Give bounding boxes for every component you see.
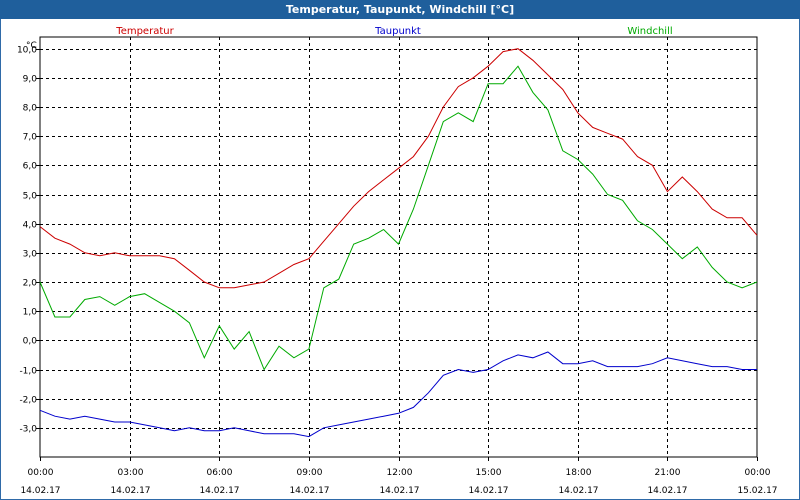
y-tick-label: -1,0	[19, 367, 37, 377]
y-tick-label: 4,0	[23, 221, 38, 231]
axes	[36, 36, 758, 461]
legend-entry-temperatur: Temperatur	[115, 26, 174, 37]
plot-border	[39, 36, 758, 458]
chart-title: Temperatur, Taupunkt, Windchill [°C]	[0, 0, 800, 19]
y-tick-label: -3,0	[19, 425, 37, 435]
series-lines	[39, 48, 758, 438]
x-tick-date: 14.02.17	[199, 486, 239, 496]
y-tick-label: 2,0	[23, 279, 38, 289]
x-tick-date: 14.02.17	[647, 486, 687, 496]
y-tick-label: 5,0	[23, 192, 38, 202]
x-tick-date: 14.02.17	[110, 486, 150, 496]
x-tick-date: 14.02.17	[379, 486, 419, 496]
legend-entry-windchill: Windchill	[627, 26, 672, 37]
x-tick-time: 18:00	[566, 468, 592, 478]
x-tick-time: 00:00	[28, 468, 54, 478]
series-line-windchill	[39, 65, 758, 371]
x-tick-time: 09:00	[297, 468, 323, 478]
x-tick-time: 03:00	[118, 468, 144, 478]
y-tick-label: 1,0	[23, 308, 38, 318]
x-tick-time: 15:00	[476, 468, 502, 478]
y-axis-label: °C	[26, 41, 37, 51]
x-tick-date: 14.02.17	[558, 486, 598, 496]
series-line-temperatur	[39, 48, 758, 289]
legend-entry-taupunkt: Taupunkt	[374, 26, 421, 37]
x-tick-date: 15.02.17	[737, 486, 777, 496]
x-tick-date: 14.02.17	[289, 486, 329, 496]
y-tick-label: 10,0	[17, 46, 37, 56]
y-tick-label: 6,0	[23, 162, 38, 172]
y-tick-label: -2,0	[19, 396, 37, 406]
grid	[40, 37, 757, 457]
x-tick-labels: 00:00 14.02.17 03:00 14.02.17 06:00 14.02.17 0…	[20, 468, 777, 496]
x-tick-date: 14.02.17	[468, 486, 508, 496]
y-tick-label: 7,0	[23, 133, 38, 143]
x-tick-time: 21:00	[655, 468, 681, 478]
y-tick-label: 8,0	[23, 104, 38, 114]
x-tick-time: 00:00	[745, 468, 771, 478]
x-tick-time: 12:00	[387, 468, 413, 478]
y-tick-label: 0,0	[23, 337, 38, 347]
legend: Temperatur Taupunkt Windchill	[115, 26, 672, 37]
x-tick-time: 06:00	[207, 468, 233, 478]
y-tick-label: 9,0	[23, 75, 38, 85]
series-line-taupunkt	[39, 351, 757, 438]
x-tick-date: 14.02.17	[20, 486, 60, 496]
y-tick-labels: 10,0 9,0 8,0 7,0 6,0 5,0 4,0 3,0 2,0 1,0 0,0 -1,0 -2…	[17, 46, 37, 435]
y-tick-label: 3,0	[23, 250, 38, 260]
